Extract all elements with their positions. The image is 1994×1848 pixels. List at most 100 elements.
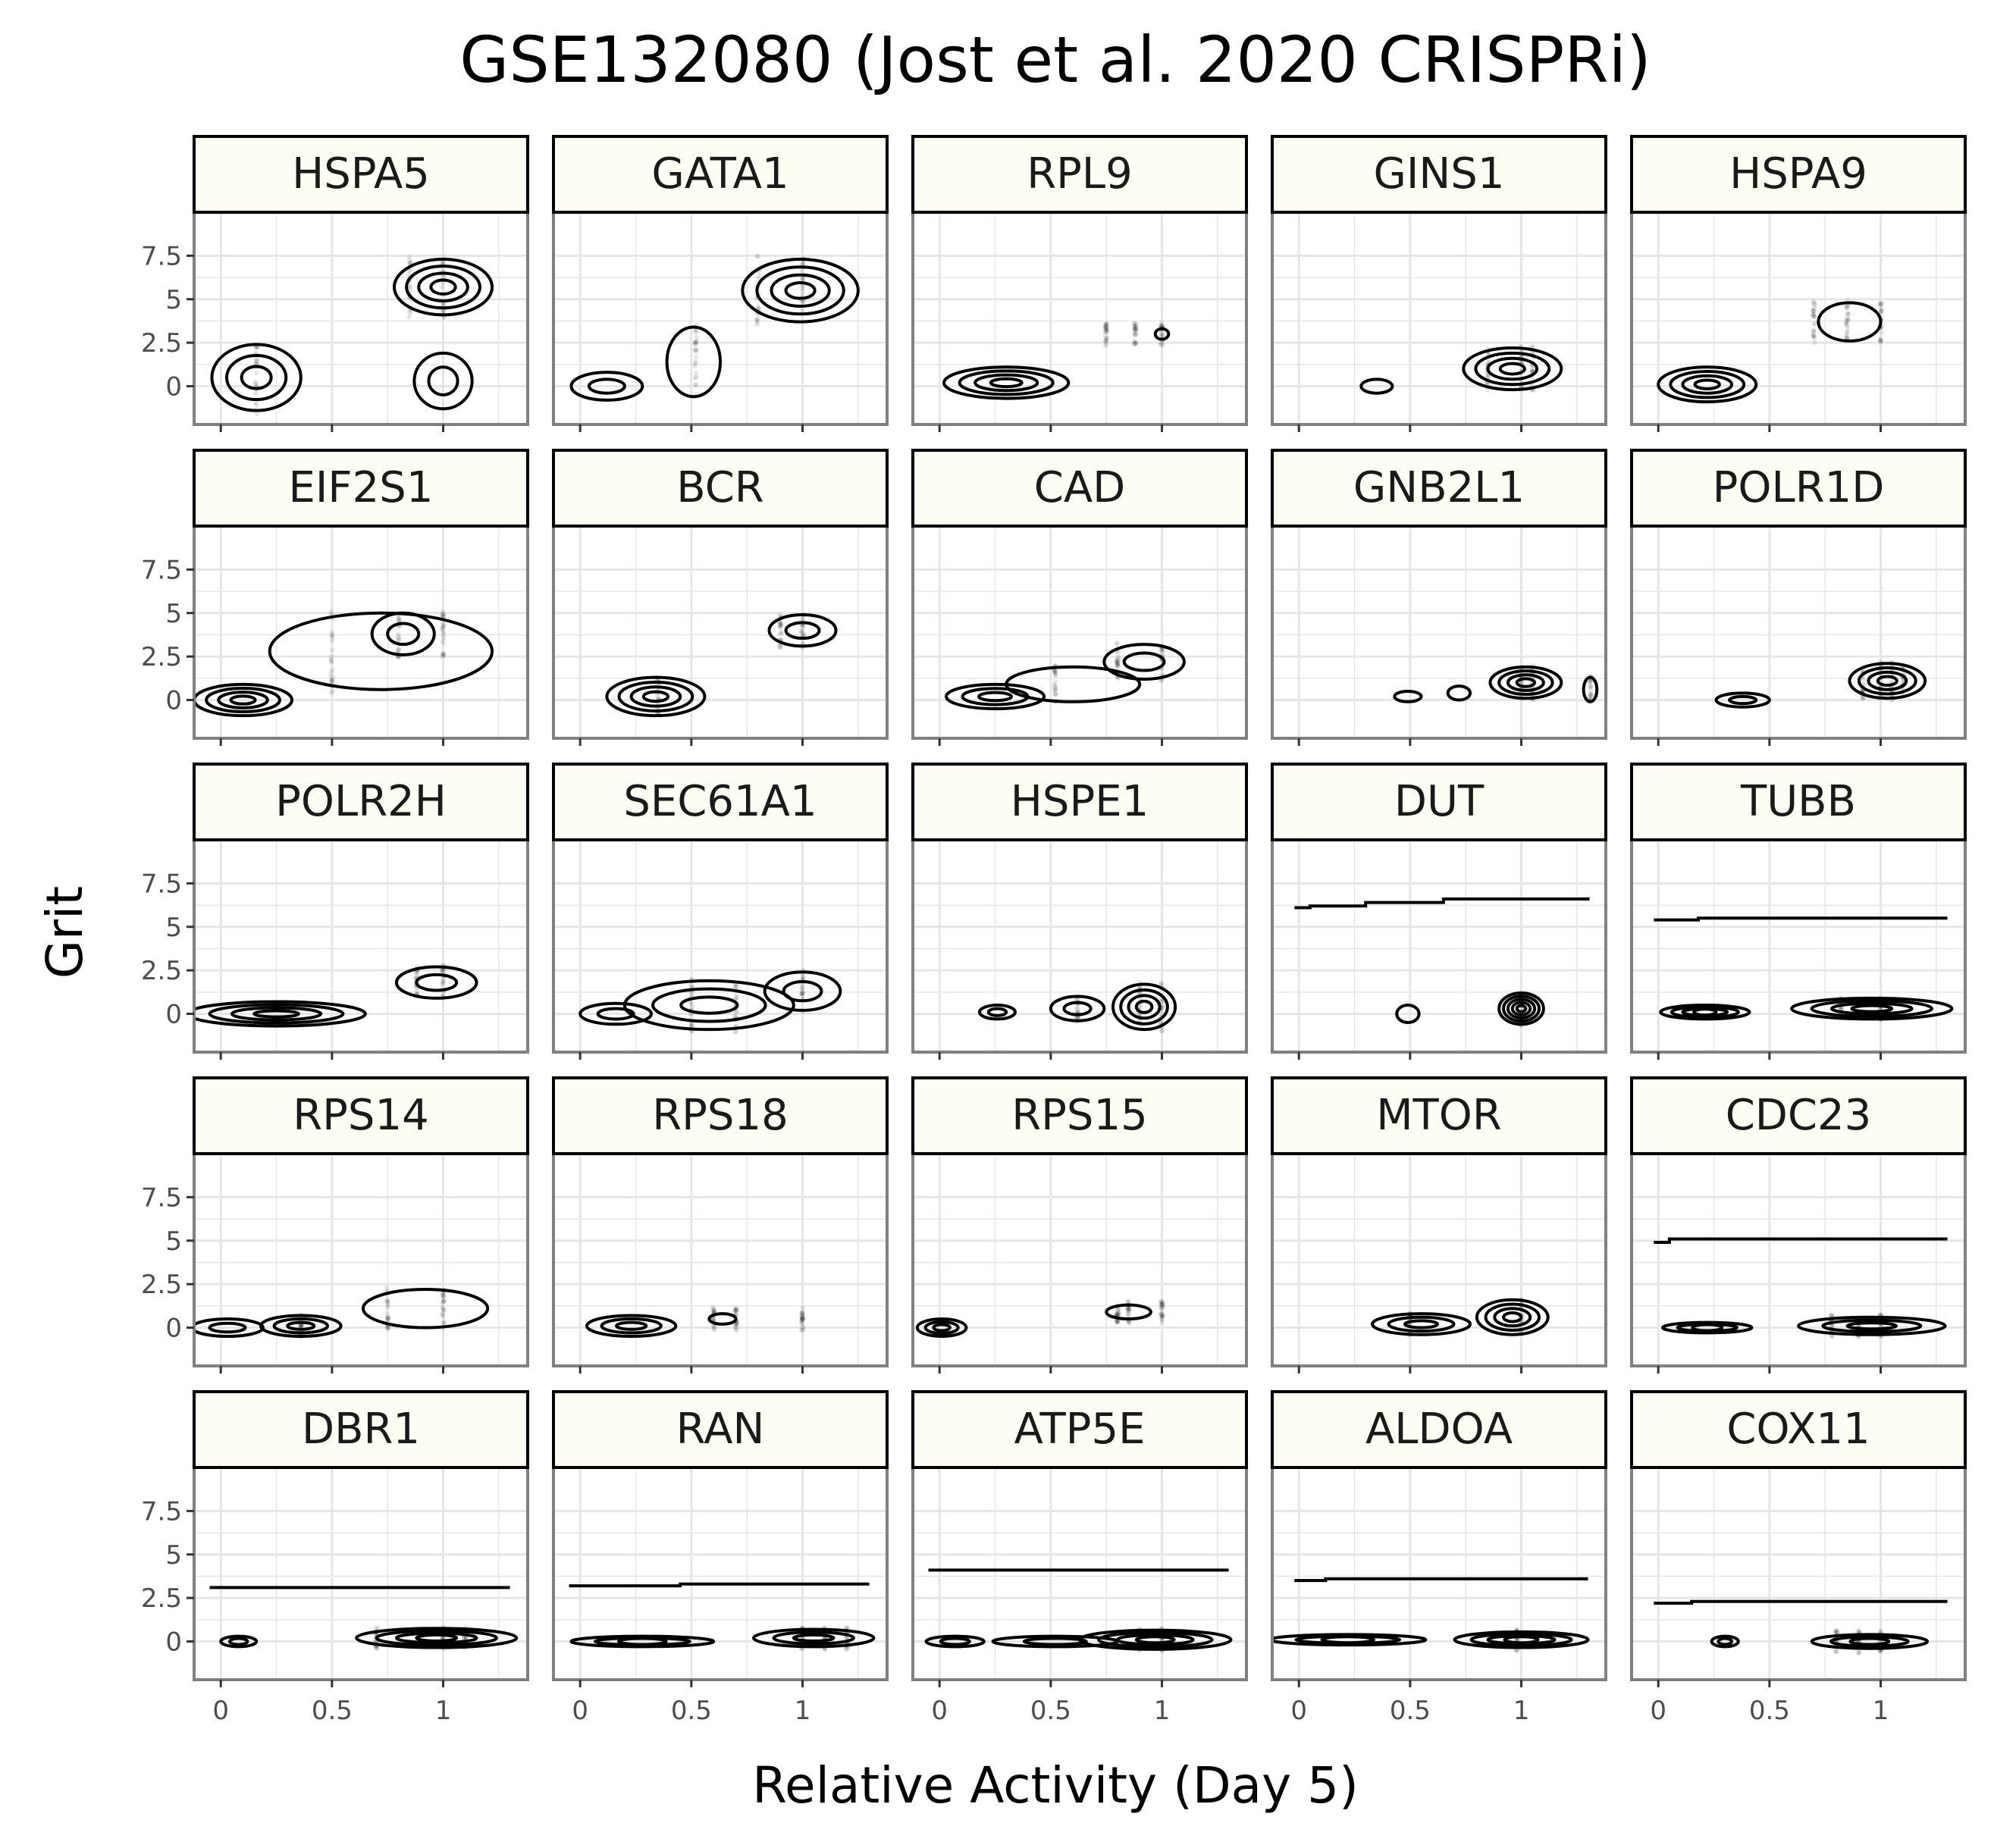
data-point <box>1132 330 1138 336</box>
data-point <box>1588 683 1593 689</box>
data-point <box>1052 688 1058 693</box>
panel-background <box>1272 840 1606 1052</box>
contour-line <box>1484 1302 1541 1332</box>
data-point <box>1074 997 1080 1002</box>
data-point <box>1158 1311 1164 1317</box>
data-point <box>710 1305 716 1311</box>
data-point <box>1158 340 1164 346</box>
data-point <box>384 1325 390 1330</box>
panel-background <box>553 840 887 1052</box>
contour-line <box>205 687 281 713</box>
data-point <box>799 1317 804 1323</box>
data-point <box>688 1022 694 1027</box>
data-point <box>1133 327 1138 332</box>
data-point <box>1132 341 1137 346</box>
data-point <box>779 631 784 636</box>
data-point <box>1115 1319 1120 1324</box>
data-point <box>693 354 698 360</box>
data-point <box>253 381 259 386</box>
facet-strip <box>1271 449 1607 528</box>
panel-content <box>569 254 860 402</box>
contour-line <box>782 980 823 1003</box>
contour-line <box>1475 1298 1550 1336</box>
data-point <box>732 1308 738 1314</box>
data-point <box>1877 340 1883 346</box>
contour-line <box>1506 673 1545 692</box>
contour-line <box>1486 1634 1557 1646</box>
facet-strip <box>1271 1076 1607 1155</box>
density-ridge-line <box>1654 1237 1948 1245</box>
density-contours <box>194 965 478 1028</box>
data-point <box>777 625 782 630</box>
contour-line <box>1005 665 1142 703</box>
data-point <box>733 1307 738 1312</box>
contour-line <box>219 1634 259 1649</box>
data-point <box>1829 1323 1836 1329</box>
data-point <box>440 969 445 974</box>
contour-line <box>375 1629 498 1647</box>
contour-line <box>587 377 626 395</box>
data-point <box>1861 696 1866 701</box>
data-point <box>799 629 804 634</box>
contour-line <box>1717 1637 1733 1646</box>
contour-line <box>617 680 694 713</box>
data-point <box>1125 1298 1131 1303</box>
data-point <box>1855 1649 1861 1655</box>
data-point <box>1878 300 1884 305</box>
y-tick-label: 0 <box>165 686 182 716</box>
data-point <box>440 1298 447 1304</box>
data-point <box>754 322 760 327</box>
data-point <box>1158 1311 1164 1317</box>
contour-line <box>415 1633 459 1643</box>
contour-line <box>412 351 474 411</box>
data-point <box>396 615 402 621</box>
y-tick-label: 7.5 <box>141 869 182 899</box>
facet-bcr: BCR <box>552 449 889 746</box>
data-point <box>1158 1305 1164 1311</box>
data-point <box>1126 1306 1132 1312</box>
data-point <box>329 654 334 659</box>
data-point <box>1105 336 1110 341</box>
contour-line <box>240 365 273 390</box>
contour-line <box>622 979 795 1032</box>
facet-label: COX11 <box>1726 1405 1870 1454</box>
data-point <box>1811 314 1816 319</box>
data-point <box>692 360 698 366</box>
data-point <box>253 390 259 396</box>
x-tick-label: 1 <box>1154 1696 1171 1726</box>
contour-line <box>1446 684 1472 702</box>
data-point <box>734 1322 739 1327</box>
data-point <box>440 651 446 656</box>
data-point <box>799 1318 804 1324</box>
data-point <box>800 1315 805 1320</box>
data-point <box>1845 304 1850 310</box>
contour-line <box>942 365 1071 400</box>
data-point <box>440 1312 445 1318</box>
data-point <box>801 989 806 994</box>
data-point <box>1158 1303 1164 1308</box>
data-point <box>1588 691 1593 697</box>
contour-line <box>770 273 831 308</box>
contour-line <box>1462 346 1563 392</box>
data-point <box>801 1315 807 1321</box>
data-point <box>1160 1305 1165 1311</box>
data-point <box>441 1320 447 1325</box>
data-point <box>1125 1299 1131 1305</box>
data-point <box>1115 1320 1120 1326</box>
facet-rps18: RPS18 <box>552 1076 889 1373</box>
data-point <box>800 277 806 282</box>
data-point <box>439 284 445 290</box>
data-points <box>1114 1298 1166 1326</box>
data-point <box>1132 324 1137 330</box>
density-contours <box>1661 1315 1947 1336</box>
facet-rps15: RPS15 <box>911 1076 1248 1373</box>
data-point <box>800 285 805 291</box>
data-point <box>732 1306 738 1312</box>
x-axis-label: Relative Activity (Day 5) <box>752 1756 1359 1815</box>
data-point <box>1811 308 1817 314</box>
data-point <box>711 1308 716 1314</box>
data-point <box>801 299 806 304</box>
data-point <box>754 316 760 322</box>
data-point <box>329 634 335 639</box>
